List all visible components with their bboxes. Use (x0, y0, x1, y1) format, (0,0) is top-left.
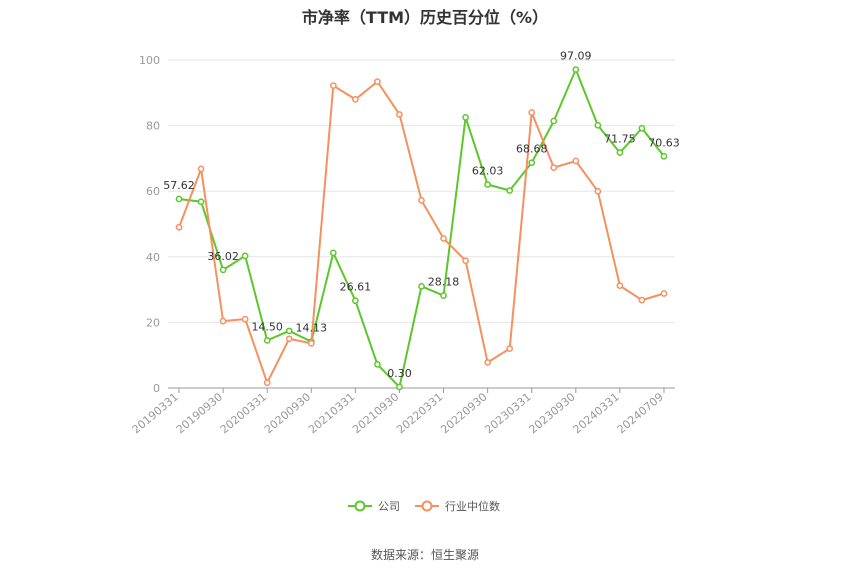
data-label: 70.63 (648, 136, 680, 149)
data-label: 57.62 (163, 179, 195, 192)
data-point (660, 152, 668, 160)
data-point (374, 361, 381, 368)
x-tick-label: 20230331 (482, 390, 533, 436)
data-point (506, 187, 514, 194)
data-point (572, 157, 580, 165)
x-tick-label: 20240709 (615, 390, 666, 436)
data-point (638, 124, 646, 132)
legend-marker (421, 500, 433, 512)
data-point (396, 383, 403, 391)
data-point (484, 181, 491, 188)
x-tick-label: 20210331 (306, 390, 357, 436)
data-label: 36.02 (207, 250, 239, 263)
data-point (440, 292, 447, 299)
data-point (175, 195, 183, 203)
x-tick-label: 20220331 (394, 390, 445, 436)
legend-item-0: 公司 (348, 500, 400, 513)
data-point (374, 78, 381, 85)
y-tick-label: 60 (146, 185, 160, 198)
data-point (594, 121, 602, 129)
x-tick-label: 20210930 (350, 390, 401, 436)
data-point (418, 197, 425, 204)
data-point (352, 297, 359, 305)
data-point (197, 198, 205, 206)
data-label: 14.50 (251, 320, 283, 333)
chart-title: 市净率（TTM）历史百分位（%） (301, 8, 549, 27)
data-point (638, 296, 646, 304)
data-point (484, 359, 491, 366)
data-point (396, 111, 403, 118)
legend-marker (354, 500, 366, 512)
data-point (440, 235, 447, 242)
data-point (660, 290, 668, 297)
x-tick-label: 20200930 (262, 390, 313, 436)
x-tick-label: 20240331 (571, 390, 622, 436)
data-point (572, 66, 580, 73)
data-point (462, 114, 469, 121)
x-tick-label: 20200331 (218, 390, 269, 436)
y-tick-label: 0 (153, 382, 160, 395)
y-tick-label: 20 (146, 316, 160, 329)
data-label: 62.03 (472, 165, 504, 178)
data-point (241, 252, 249, 260)
data-point (528, 159, 536, 167)
data-point (329, 82, 337, 89)
data-label: 0.30 (387, 367, 412, 380)
y-tick-label: 80 (146, 120, 160, 133)
y-tick-label: 40 (146, 251, 160, 264)
data-point (175, 223, 183, 231)
data-label: 14.13 (296, 322, 328, 335)
data-point (550, 117, 558, 125)
data-point (616, 282, 624, 290)
data-point (285, 335, 293, 343)
data-point (528, 109, 536, 116)
y-tick-label: 100 (139, 54, 160, 67)
data-point (219, 317, 227, 325)
data-point (307, 340, 315, 347)
data-point (462, 257, 469, 265)
data-point (352, 96, 359, 103)
data-point (263, 379, 271, 387)
data-label: 68.68 (516, 143, 548, 156)
data-point (329, 249, 337, 257)
x-tick-label: 20190331 (130, 390, 181, 436)
data-label: 26.61 (340, 281, 372, 294)
series-line-1 (178, 80, 665, 386)
data-point (197, 165, 205, 173)
data-point (594, 187, 602, 195)
legend-item-1: 行业中位数 (415, 499, 500, 513)
data-label: 28.18 (428, 276, 460, 289)
data-point (506, 345, 514, 352)
data-point (285, 327, 293, 335)
data-point (550, 164, 558, 171)
x-tick-label: 20230930 (526, 390, 577, 436)
data-point (418, 282, 425, 290)
x-tick-label: 20190930 (174, 390, 225, 436)
data-source: 数据来源：恒生聚源 (370, 548, 479, 562)
data-label: 71.75 (604, 133, 636, 146)
x-tick-label: 20220930 (438, 390, 489, 436)
data-point (219, 266, 227, 274)
legend-label: 公司 (378, 500, 400, 513)
data-label: 97.09 (560, 50, 592, 63)
data-point (616, 149, 624, 157)
data-point (263, 337, 271, 344)
legend-label: 行业中位数 (445, 499, 500, 513)
data-point (241, 315, 249, 323)
